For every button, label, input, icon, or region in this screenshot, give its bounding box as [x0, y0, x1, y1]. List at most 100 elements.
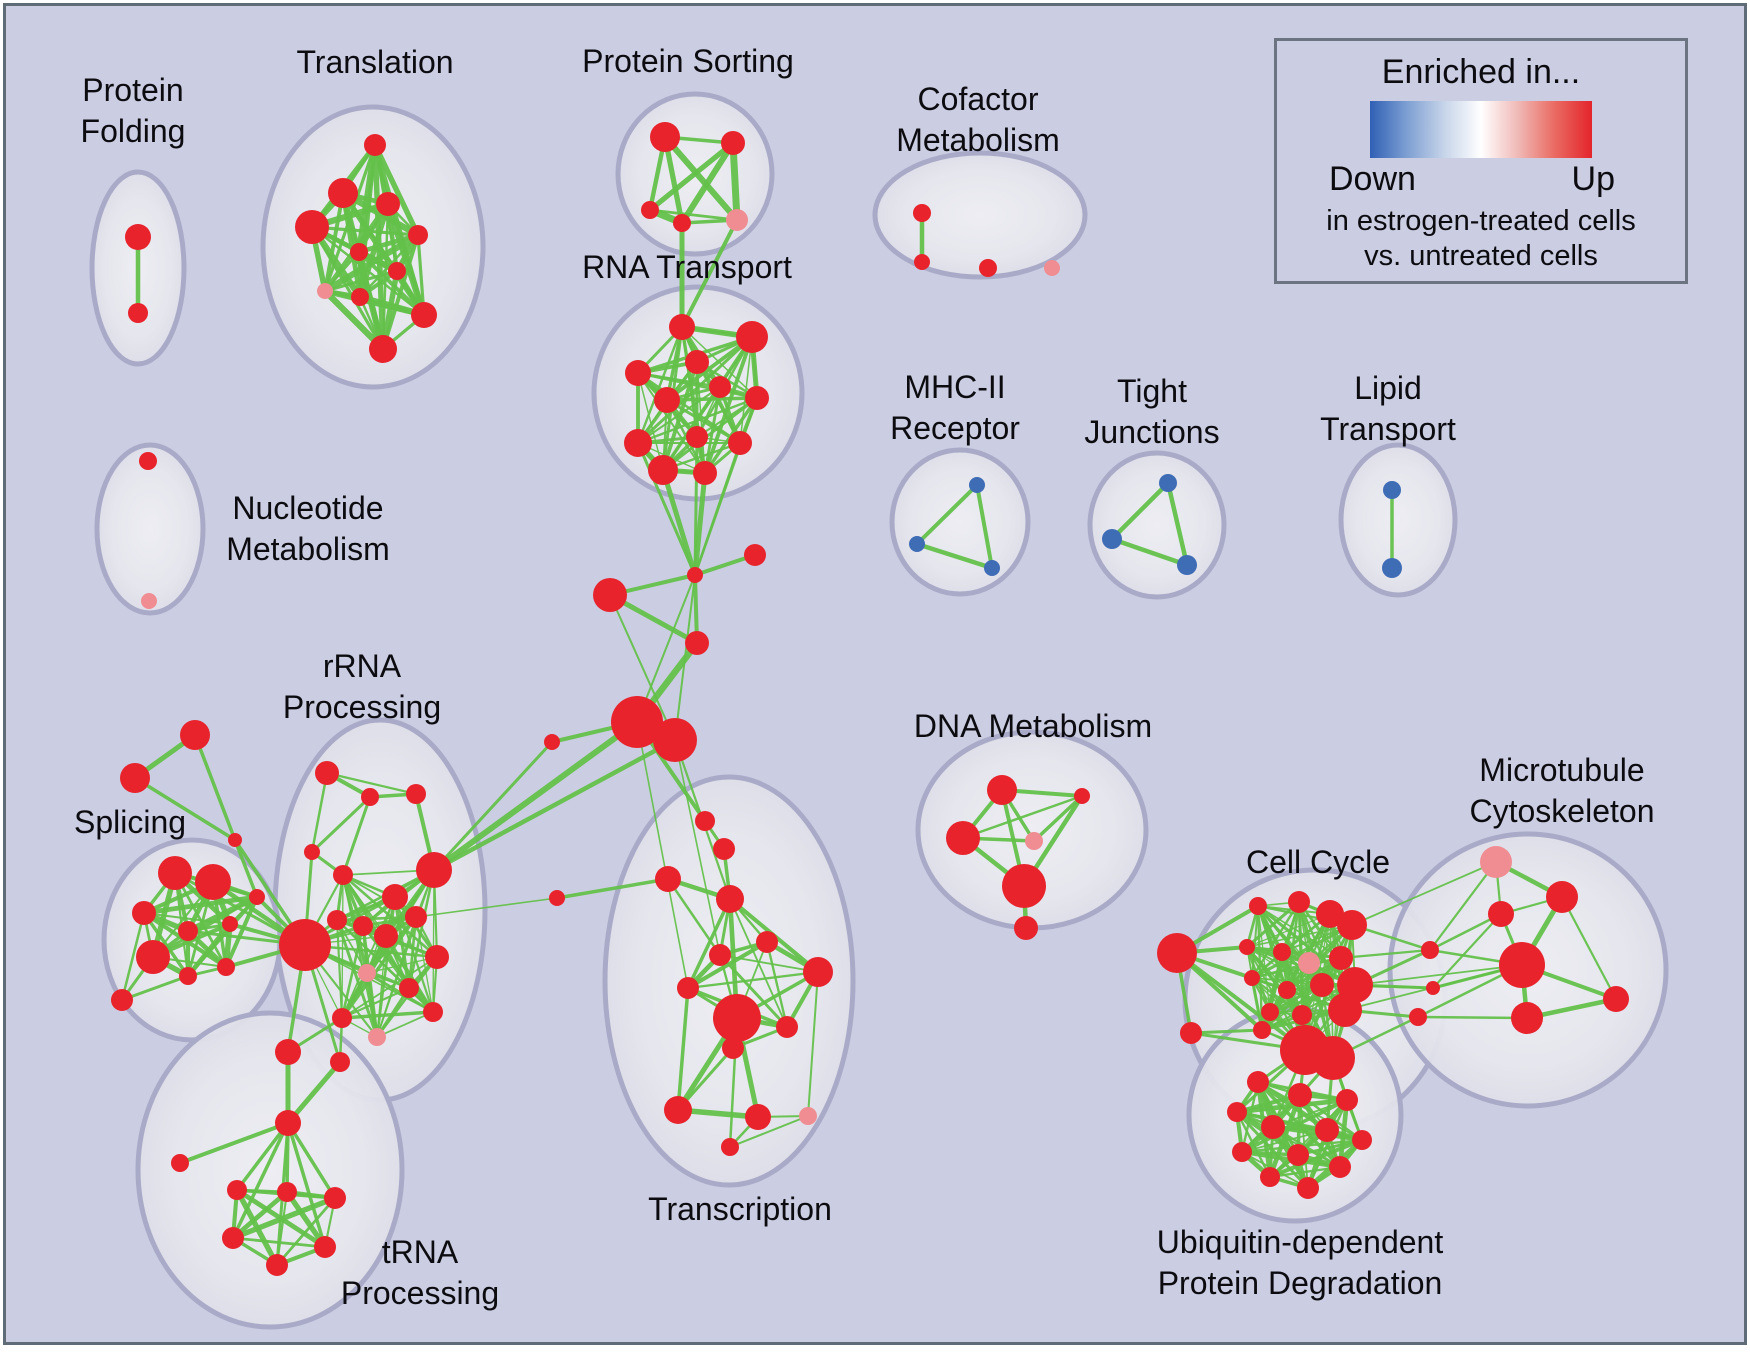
edge — [961, 794, 1084, 840]
node-cc5 — [1239, 939, 1255, 955]
edge — [674, 739, 721, 956]
node-ch1 — [687, 567, 703, 583]
node-ch3 — [593, 578, 627, 612]
edge — [678, 139, 737, 227]
edge — [1175, 951, 1307, 1052]
edge — [365, 971, 379, 1039]
edge — [235, 1121, 290, 1192]
node-txg — [713, 994, 761, 1042]
edge — [674, 574, 696, 741]
node-ss2 — [120, 763, 150, 793]
group-ellipse-trna-processing — [135, 1010, 405, 1330]
edge — [415, 897, 558, 918]
node-ps2 — [721, 131, 745, 155]
node-cc9 — [1278, 981, 1296, 999]
edge — [609, 594, 676, 741]
group-label-cofactor-metabolism: Cofactor — [918, 81, 1039, 117]
group-label-transcription: Transcription — [648, 1191, 832, 1227]
edge — [178, 1121, 290, 1165]
node-cc7 — [1329, 946, 1353, 970]
group-label-trna-processing: tRNA — [382, 1234, 459, 1270]
edge — [285, 1059, 343, 1126]
group-label-trna-processing: Processing — [341, 1275, 499, 1311]
node-tr_sat — [171, 1154, 189, 1172]
edge — [340, 986, 411, 1020]
edge — [1428, 912, 1503, 952]
node-txp — [799, 1107, 817, 1125]
node-tr3 — [324, 1187, 346, 1209]
node-dm5 — [1014, 916, 1038, 940]
edge — [693, 441, 742, 577]
edge — [340, 1010, 435, 1020]
node-ub10 — [1329, 1156, 1351, 1178]
node-gp2 — [653, 718, 697, 762]
node-rr7 — [405, 906, 427, 928]
node-s4 — [178, 921, 198, 941]
node-ub4 — [1227, 1102, 1247, 1122]
node-tx3 — [709, 944, 731, 966]
edge — [230, 1195, 338, 1241]
node-ub5 — [1261, 1115, 1285, 1139]
node-rr11 — [423, 1002, 443, 1022]
node-rl2 — [549, 890, 565, 906]
edge — [376, 916, 417, 1038]
node-mt2 — [1488, 901, 1514, 927]
node-ub7 — [1352, 1130, 1372, 1150]
node-tl7 — [388, 262, 406, 280]
edge — [133, 776, 237, 842]
group-label-mhc-ii-receptor: MHC-II — [904, 369, 1005, 405]
edge — [310, 225, 385, 351]
edge — [1256, 904, 1264, 1032]
node-tl2 — [328, 178, 358, 208]
group-ellipse-nucleotide-metabolism — [94, 442, 206, 616]
edge — [310, 225, 420, 237]
edge — [648, 208, 739, 222]
group-label-splicing: Splicing — [74, 804, 186, 840]
node-tx7 — [722, 1037, 744, 1059]
node-tl6 — [350, 243, 368, 261]
node-rt9 — [624, 429, 652, 457]
node-tl8 — [317, 283, 333, 299]
node-rr13 — [330, 1052, 350, 1072]
node-nm1 — [139, 452, 157, 470]
edge — [636, 441, 697, 577]
node-mh3 — [984, 560, 1000, 576]
node-cc13 — [1292, 1005, 1312, 1025]
edge — [703, 335, 754, 475]
node-cc3 — [1316, 900, 1344, 928]
node-rr_g — [279, 919, 331, 971]
group-ellipse-cofactor-metabolism — [872, 150, 1088, 280]
group-label-lipid-transport: Lipid — [1354, 370, 1422, 406]
edge — [729, 139, 741, 224]
node-s2 — [195, 864, 231, 900]
node-rr8 — [425, 945, 449, 969]
edge — [703, 385, 722, 475]
edge — [376, 1011, 434, 1038]
node-s5 — [222, 916, 238, 932]
node-ch2 — [744, 544, 766, 566]
node-mt4 — [1603, 986, 1629, 1012]
node-rr_p1 — [358, 964, 376, 982]
node-cf1 — [913, 204, 931, 222]
edge — [636, 335, 754, 445]
edge — [286, 1121, 327, 1249]
edge — [1032, 794, 1084, 843]
edge — [661, 133, 741, 224]
edge — [719, 954, 819, 973]
edge — [914, 541, 995, 571]
group-label-nucleotide-metabolism: Nucleotide — [232, 490, 383, 526]
edge — [660, 467, 698, 578]
edge — [142, 911, 190, 978]
node-mt3 — [1511, 1002, 1543, 1034]
edge — [233, 838, 259, 899]
edge — [680, 218, 739, 329]
node-dm1 — [987, 775, 1017, 805]
node-ub12 — [1297, 1177, 1319, 1199]
node-nm2 — [141, 593, 157, 609]
group-label-lipid-transport: Transport — [1320, 411, 1456, 447]
node-tx6 — [776, 1016, 798, 1038]
edge — [915, 483, 979, 546]
node-s3 — [132, 901, 156, 925]
node-rr1 — [333, 865, 353, 885]
